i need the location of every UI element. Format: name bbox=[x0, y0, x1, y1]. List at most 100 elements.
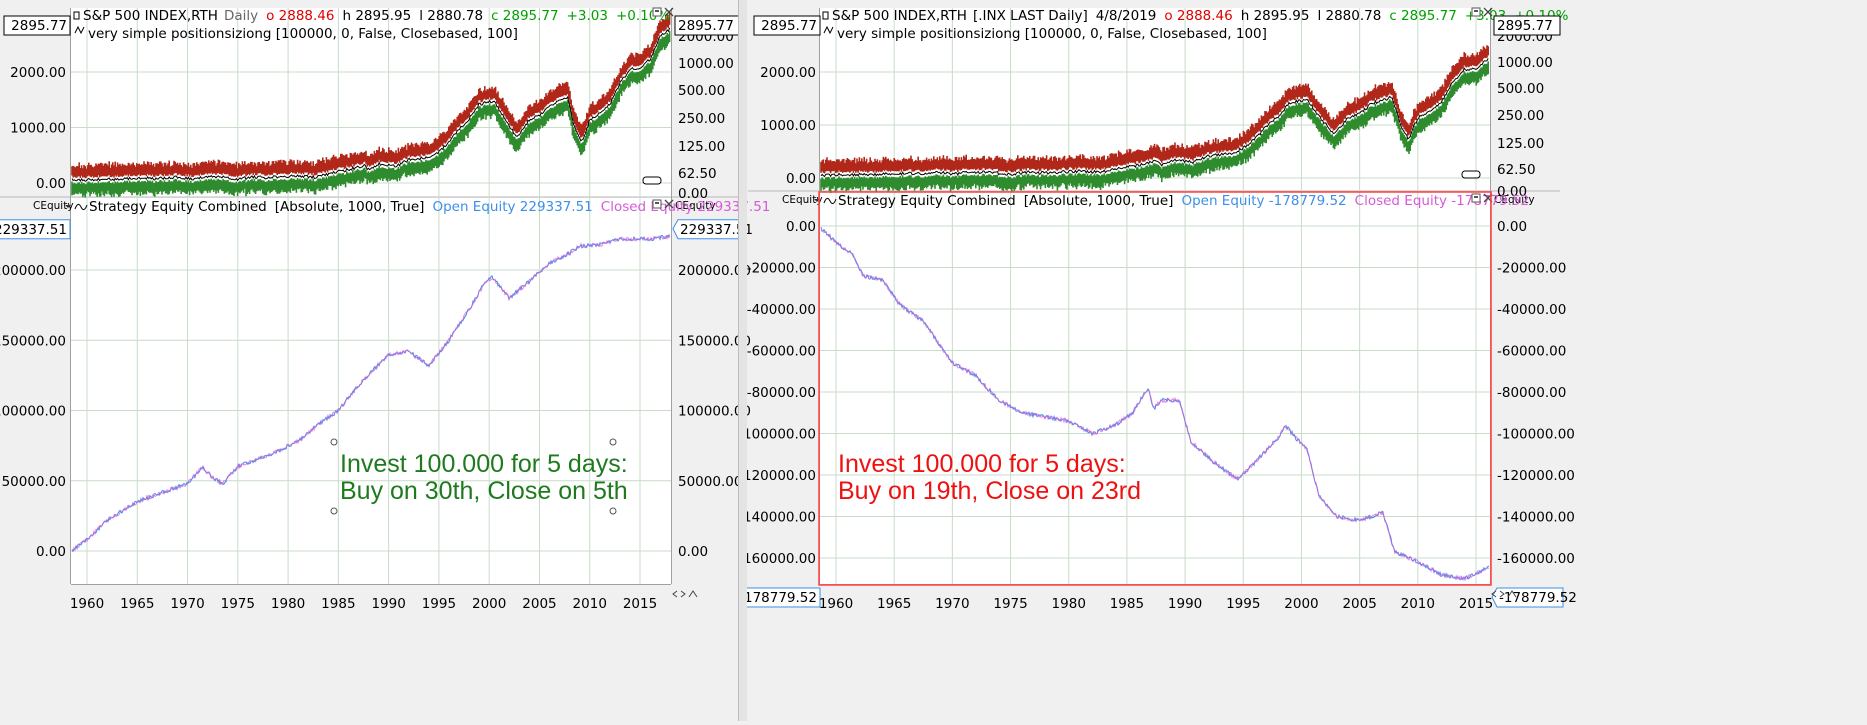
price-right-tick-label: 1000.00 bbox=[678, 56, 734, 72]
equity-left-tick-label: -80000.00 bbox=[747, 385, 816, 401]
price-pane-close-icon[interactable] bbox=[1483, 7, 1493, 17]
equity-left-tick-label: 200000.00 bbox=[0, 263, 66, 279]
equity-corner-left: CEquity bbox=[33, 200, 74, 212]
price-right-tick-label: 0.00 bbox=[678, 186, 708, 202]
price-right-tick-label: 125.00 bbox=[678, 139, 725, 155]
high-value: h 2895.95 bbox=[343, 8, 412, 24]
x-tick-label: 1975 bbox=[993, 596, 1027, 612]
x-tick-label: 1995 bbox=[422, 596, 456, 612]
equity-left-tick-label: 100000.00 bbox=[0, 404, 66, 420]
x-tick-label: 1990 bbox=[371, 596, 405, 612]
annotation-line-1: Invest 100.000 for 5 days: bbox=[838, 450, 1126, 478]
equity-header: Strategy Equity Combined [Absolute, 1000,… bbox=[838, 193, 1529, 209]
annotation-handle[interactable] bbox=[609, 438, 617, 446]
symbol-name: S&P 500 INDEX,RTH bbox=[83, 8, 218, 24]
equity-right-tick-label: 200000.00 bbox=[678, 263, 751, 279]
equity-corner-right: CEquity bbox=[675, 200, 716, 212]
annotation-line-1: Invest 100.000 for 5 days: bbox=[340, 450, 628, 478]
price-last-left-box bbox=[753, 15, 821, 36]
equity-right-tick-label: 0.00 bbox=[678, 544, 708, 560]
equity-left-tick-label: -40000.00 bbox=[747, 302, 816, 318]
percent-change: +0.10% bbox=[616, 8, 670, 24]
equity-lines bbox=[71, 234, 671, 553]
short-band-bars bbox=[820, 45, 1489, 174]
selected-pane-border bbox=[818, 191, 1492, 586]
price-bars bbox=[71, 10, 671, 198]
price-right-tick-label: 125.00 bbox=[1497, 136, 1544, 152]
annotation-handle[interactable] bbox=[609, 507, 617, 515]
x-tick-label: 1970 bbox=[935, 596, 969, 612]
price-left-tick-label: 0.00 bbox=[36, 176, 66, 192]
price-pane-close-icon[interactable] bbox=[664, 7, 674, 17]
equity-last-left-label: 229337.51 bbox=[0, 222, 67, 238]
equity-right-tick-label: -60000.00 bbox=[1497, 344, 1566, 360]
interval-label: Daily bbox=[224, 8, 258, 24]
price-left-tick-label: 1000.00 bbox=[760, 118, 816, 134]
equity-right-tick-label: -160000.00 bbox=[1497, 551, 1575, 567]
x-tick-label: 1975 bbox=[221, 596, 255, 612]
x-tick-label: 2000 bbox=[472, 596, 506, 612]
equity-right-tick-label: 150000.00 bbox=[678, 333, 751, 349]
annotation-handle[interactable] bbox=[330, 438, 338, 446]
long-band-bars bbox=[820, 61, 1489, 193]
annotation-line-2: Buy on 30th, Close on 5th bbox=[340, 477, 628, 505]
x-tick-label: 1965 bbox=[120, 596, 154, 612]
close-value: c 2895.77 bbox=[1389, 8, 1457, 24]
price-left-tick-label: 2000.00 bbox=[760, 65, 816, 81]
equity-last-left-box bbox=[0, 219, 71, 240]
scale-handle-icon[interactable] bbox=[1461, 170, 1481, 179]
price-line bbox=[820, 58, 1489, 178]
equity-left-tick-label: 0.00 bbox=[786, 219, 816, 235]
x-tick-label: 1980 bbox=[1052, 596, 1086, 612]
equity-right-tick-label: 50000.00 bbox=[678, 474, 742, 490]
equity-left-tick-label: -140000.00 bbox=[738, 510, 816, 526]
x-tick-label: 1990 bbox=[1168, 596, 1202, 612]
equity-last-right-box bbox=[1491, 587, 1564, 608]
x-tick-label: 1985 bbox=[321, 596, 355, 612]
equity-left-tick-label: 50000.00 bbox=[2, 474, 66, 490]
x-tick-label: 2015 bbox=[623, 596, 657, 612]
x-tick-label: 2010 bbox=[573, 596, 607, 612]
annotation-handle[interactable] bbox=[330, 507, 338, 515]
equity-title: Strategy Equity Combined bbox=[838, 193, 1016, 209]
x-tick-label: 2000 bbox=[1284, 596, 1318, 612]
indicator-label: very simple positionsiziong [100000, 0, … bbox=[88, 26, 518, 42]
equity-plot-area bbox=[71, 198, 671, 584]
price-right-tick-label: 0.00 bbox=[1497, 184, 1527, 200]
equity-header: Strategy Equity Combined [Absolute, 1000,… bbox=[89, 199, 770, 215]
panel-splitter[interactable] bbox=[738, 0, 747, 721]
chart-panel-1: 2000.001000.000.002000.001000.00500.0025… bbox=[0, 7, 770, 612]
closed-equity-line bbox=[71, 234, 671, 552]
chart-panel-2: 2000.001000.000.002000.001000.00500.0025… bbox=[738, 7, 1577, 612]
x-tick-label: 1970 bbox=[170, 596, 204, 612]
equity-last-right-label: 229337.51 bbox=[680, 222, 753, 238]
scroll-arrows-icon[interactable] bbox=[1491, 590, 1517, 598]
equity-corner-left: CEquity bbox=[782, 194, 823, 206]
equity-left-tick-label: -100000.00 bbox=[738, 427, 816, 443]
x-tick-label: 1960 bbox=[70, 596, 104, 612]
equity-pane-maximize-icon bbox=[1474, 196, 1478, 198]
scale-handle-icon[interactable] bbox=[642, 176, 662, 185]
date-label: 4/8/2019 bbox=[1096, 8, 1157, 24]
equity-params: [Absolute, 1000, True] bbox=[1024, 193, 1174, 209]
equity-right-tick-label: -140000.00 bbox=[1497, 510, 1575, 526]
indicator-icon bbox=[823, 25, 834, 35]
open-value: o 2888.46 bbox=[266, 8, 334, 24]
x-tick-label: 1985 bbox=[1110, 596, 1144, 612]
symbol-marker-icon bbox=[822, 11, 829, 20]
open-equity-label: Open Equity -178779.52 bbox=[1181, 193, 1346, 209]
high-value: h 2895.95 bbox=[1241, 8, 1310, 24]
equity-right-tick-label: -40000.00 bbox=[1497, 302, 1566, 318]
x-tick-label: 1965 bbox=[877, 596, 911, 612]
equity-left-tick-label: 150000.00 bbox=[0, 333, 66, 349]
equity-indicator-icon bbox=[823, 197, 837, 205]
scroll-arrows-icon[interactable] bbox=[672, 590, 698, 598]
equity-last-right-label: -178779.52 bbox=[1499, 590, 1577, 606]
equity-pane-close-icon[interactable] bbox=[664, 199, 674, 209]
equity-right-tick-label: 100000.00 bbox=[678, 404, 751, 420]
short-band-bars bbox=[71, 10, 671, 179]
price-last-right-label: 2895.77 bbox=[678, 18, 734, 34]
price-last-right-label: 2895.77 bbox=[1497, 18, 1553, 34]
corner-dropdown-icon[interactable] bbox=[65, 205, 71, 208]
